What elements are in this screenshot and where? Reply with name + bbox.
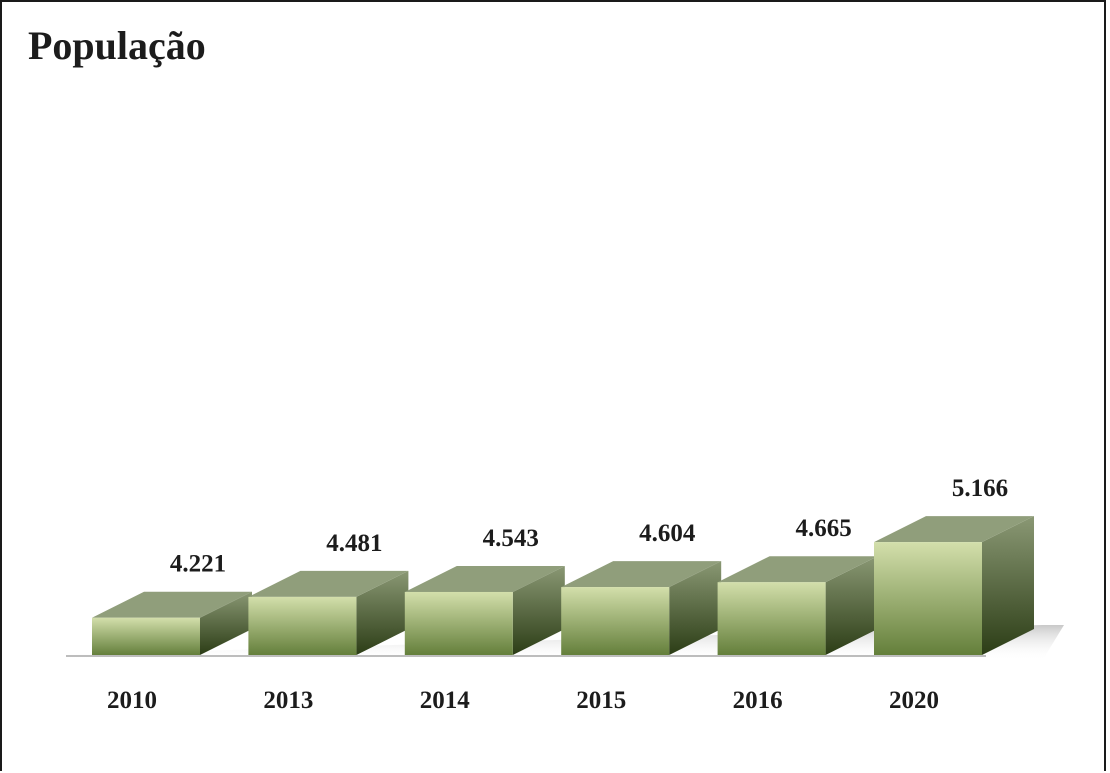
x-tick-label-2020: 2020: [889, 687, 939, 714]
bar-top-face: [717, 556, 878, 583]
bar-front-face: [92, 617, 200, 655]
bars: [92, 516, 1034, 655]
bar-front-face: [248, 596, 357, 655]
bar-top-face: [248, 570, 409, 597]
x-axis-ticks: 2010 2013 2014 2015 2016 2020: [107, 687, 939, 714]
bar-2016: [717, 556, 878, 655]
bar-2020: [874, 516, 1034, 655]
bar-top-face: [561, 561, 722, 588]
x-tick-label-2015: 2015: [576, 687, 626, 714]
bar-side-face: [356, 570, 409, 655]
bar-side-face: [512, 565, 565, 655]
x-tick-label-2013: 2013: [263, 687, 313, 714]
value-label-2016: 4.665: [795, 515, 851, 542]
bar-2013: [248, 570, 409, 655]
bar-front-face: [874, 542, 982, 655]
value-label-2010: 4.221: [170, 551, 226, 578]
bar-front-face: [561, 587, 670, 655]
chart-title: População: [28, 23, 206, 68]
x-tick-label-2010: 2010: [107, 687, 157, 714]
bar-side-face: [669, 561, 722, 655]
value-label-2020: 5.166: [952, 475, 1008, 502]
value-label-2013: 4.481: [326, 530, 382, 557]
bar-2015: [561, 561, 722, 655]
bar-front-face: [717, 582, 826, 655]
bar-top-face: [874, 516, 1034, 543]
x-tick-label-2016: 2016: [733, 687, 783, 714]
bar-side-face: [825, 556, 878, 655]
value-label-2014: 4.543: [483, 525, 539, 552]
bar-top-face: [92, 591, 252, 618]
value-label-2015: 4.604: [639, 520, 696, 547]
x-tick-label-2014: 2014: [420, 687, 471, 714]
bar-2014: [404, 565, 565, 655]
bar-side-face: [200, 591, 252, 655]
value-labels: 4.221 4.481 4.543 4.604 4.665 5.166: [170, 475, 1008, 578]
bar-2010: [92, 591, 252, 655]
bar-side-face: [982, 516, 1034, 655]
bar-top-face: [404, 565, 565, 592]
bar-front-face: [404, 591, 513, 655]
